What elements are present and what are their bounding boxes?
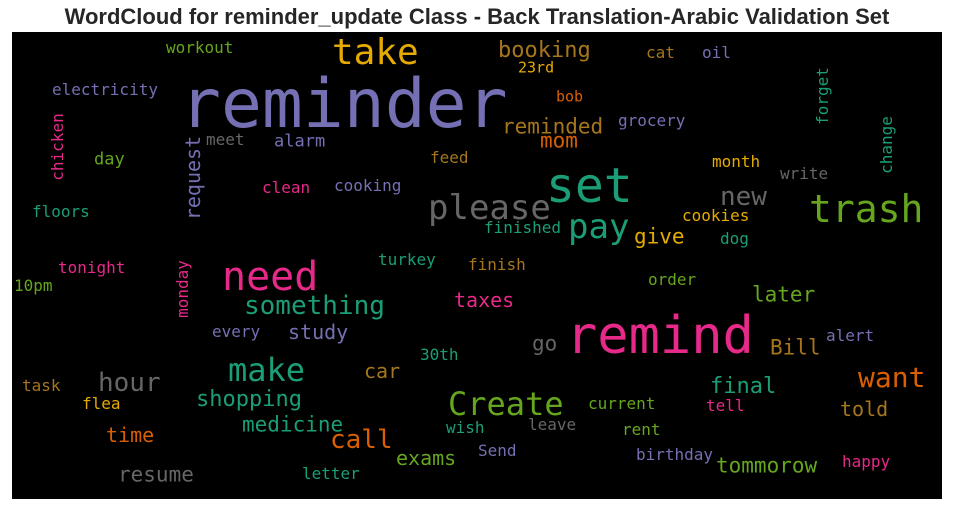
word-pay: pay [568, 207, 630, 247]
word-alarm: write [780, 164, 829, 183]
word-every: tonight [58, 258, 126, 277]
word-Create: Create [448, 385, 564, 423]
word-study: study [288, 320, 349, 344]
word-taxes: taxes [454, 288, 515, 312]
word-reminder: reminder [180, 65, 508, 144]
word-finish: clean [262, 178, 311, 197]
word-change: forget [813, 67, 832, 125]
word-please: please [428, 188, 551, 228]
word-need: need [222, 254, 319, 300]
word-meet: feed [430, 148, 469, 167]
word-trash: trash [809, 187, 924, 231]
word-10pm: bob [556, 87, 584, 106]
word-remind: remind [566, 306, 754, 366]
word-go: go [532, 331, 558, 356]
word-wish: rent [622, 420, 661, 439]
word-month: cookies [682, 206, 750, 225]
word-call: call [330, 425, 393, 455]
word-mom: mom [540, 128, 578, 153]
word-make: make [228, 351, 306, 389]
word-reminded: reminded [502, 114, 604, 139]
word-final: final [710, 374, 777, 399]
chart-title: WordCloud for reminder_update Class - Ba… [64, 4, 890, 29]
word-chicken: change [877, 116, 896, 174]
word-forget: happy [842, 452, 891, 471]
word-day: meet [206, 130, 245, 149]
word-cat: workout [166, 38, 234, 57]
word-current: flea [82, 394, 121, 413]
word-set: set [546, 158, 633, 214]
word-alert: 30th [420, 345, 459, 364]
word-finished: finish [468, 255, 526, 274]
word-Send: leave [528, 415, 577, 434]
word-turkey: finished [484, 218, 562, 237]
word-later: later [752, 282, 816, 307]
word-request: monday [173, 260, 192, 318]
word-want: want [858, 361, 926, 394]
word-electricity: floors [32, 202, 90, 221]
word-tonight: 10pm [14, 276, 53, 295]
word-tell: current [588, 394, 656, 413]
word-give: give [634, 224, 685, 249]
word-leave: wish [446, 418, 485, 437]
word-bob: 23rd [518, 58, 555, 77]
word-order: alert [826, 326, 875, 345]
word-something: something [244, 291, 385, 321]
word-feed: turkey [378, 250, 436, 269]
word-birthday: Send [478, 441, 517, 460]
word-flea: task [22, 376, 61, 395]
word-shopping: shopping [196, 387, 302, 412]
word-booking: booking [498, 38, 591, 63]
word-23rd: oil [702, 43, 731, 62]
word-take: take [332, 32, 419, 73]
word-cookies: dog [720, 229, 749, 248]
word-told: request [181, 135, 205, 221]
word-monday: chicken [48, 113, 67, 181]
word-letter: birthday [636, 445, 714, 464]
word-medicine: medicine [242, 412, 344, 437]
word-floors: day [94, 149, 125, 170]
word-time: time [106, 423, 155, 447]
word-tommorow: tommorow [716, 453, 818, 478]
word-rent: tell [706, 396, 745, 415]
word-exams: exams [396, 446, 457, 470]
word-cloud: reminder set remind take need trash plea… [12, 32, 942, 499]
word-cooking: grocery [618, 111, 686, 130]
word-workout: electricity [52, 80, 158, 99]
word-dog: told [840, 397, 889, 421]
word-hour: hour [98, 368, 161, 398]
word-clean: cooking [334, 176, 402, 195]
word-Bill: Bill [770, 335, 821, 360]
word-new: new [720, 182, 767, 212]
word-task: order [648, 270, 697, 289]
word-car: car [364, 359, 401, 383]
word-oil: cat [646, 43, 675, 62]
word-resume: resume [118, 462, 194, 487]
word-grocery: alarm [274, 131, 326, 152]
word-write: month [712, 152, 761, 171]
word-happy: letter [302, 464, 360, 483]
word-30th: every [212, 322, 261, 341]
